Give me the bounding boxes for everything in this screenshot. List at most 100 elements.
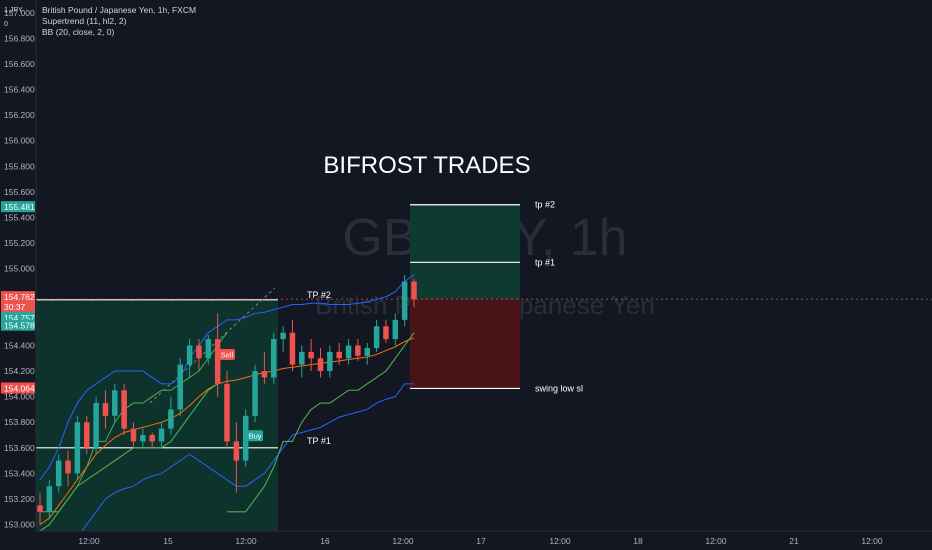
price-label-box[interactable]	[1, 201, 35, 213]
candle-body[interactable]	[355, 345, 361, 356]
price-label-box[interactable]	[1, 319, 35, 331]
price-tick-label: 156.400	[4, 85, 35, 95]
candle-body[interactable]	[373, 326, 380, 349]
candle-body[interactable]	[383, 326, 389, 340]
dashed-trendline[interactable]	[149, 287, 276, 404]
bb-lower-band[interactable]	[40, 383, 414, 550]
candle-body[interactable]	[401, 281, 408, 320]
price-tick-label: 153.800	[4, 417, 35, 427]
buy-signal-label: Buy	[249, 432, 262, 441]
candle-body[interactable]	[336, 351, 342, 359]
candle-body[interactable]	[177, 364, 184, 410]
currency-badge[interactable]: 1 JPY 0	[4, 4, 26, 28]
price-tick-label: 155.600	[4, 187, 35, 197]
price-tick-label: 153.000	[4, 520, 35, 530]
candle-body[interactable]	[121, 390, 127, 429]
price-tick-label: 153.600	[4, 443, 35, 453]
price-tick-label: 156.200	[4, 110, 35, 120]
time-tick-label: 15	[163, 536, 173, 546]
supertrend-line-segment-2-placeholder[interactable]	[40, 332, 228, 513]
left-position-zone[interactable]	[36, 299, 278, 531]
supertrend-indicator-label[interactable]: Supertrend (11, hl2, 2)	[42, 16, 127, 26]
candle-body[interactable]	[65, 460, 71, 474]
candle-body[interactable]	[84, 422, 90, 448]
candle-body[interactable]	[299, 351, 305, 365]
candle-body[interactable]	[233, 441, 240, 461]
candle-body[interactable]	[392, 319, 399, 340]
candle-body[interactable]	[411, 281, 417, 300]
candle-body[interactable]	[149, 435, 155, 442]
price-tick-label: 156.600	[4, 59, 35, 69]
chart-legend: British Pound / Japanese Yen, 1h, FXCM S…	[42, 5, 196, 38]
price-tick-label: 155.200	[4, 238, 35, 248]
time-tick-label: 12:00	[549, 536, 571, 546]
candle-body[interactable]	[112, 390, 118, 416]
price-label-box[interactable]	[1, 301, 35, 313]
candle-body[interactable]	[242, 415, 249, 461]
price-tick-label: 155.800	[4, 161, 35, 171]
candle-body[interactable]	[214, 339, 221, 384]
currency-badge-label: 1 JPY 0	[4, 7, 23, 28]
symbol-title[interactable]: British Pound / Japanese Yen, 1h, FXCM	[42, 5, 197, 15]
time-tick-label: 21	[789, 536, 799, 546]
bb-upper-band[interactable]	[39, 274, 415, 481]
supertrend-line-segment-2[interactable]	[227, 332, 415, 513]
price-tick-label: 154.000	[4, 392, 35, 402]
price-label-box[interactable]	[1, 382, 35, 394]
price-axis-background	[0, 0, 36, 550]
right-stop-zone[interactable]	[410, 299, 520, 389]
price-label-text: 154.578	[4, 321, 35, 331]
time-tick-label: 12:00	[78, 536, 100, 546]
candle-body[interactable]	[196, 345, 202, 359]
candle-body[interactable]	[224, 383, 230, 442]
price-tick-label: 155.000	[4, 264, 35, 274]
candle-body[interactable]	[140, 435, 146, 442]
price-label-text: 30:37	[4, 302, 26, 312]
candle-body[interactable]	[308, 351, 314, 359]
candle-body[interactable]	[46, 486, 53, 512]
right-stop-label: swing low sl	[535, 383, 583, 393]
bollinger-indicator-label[interactable]: BB (20, close, 2, 0)	[42, 27, 115, 37]
candle-body[interactable]	[280, 332, 286, 340]
price-tick-label: 153.400	[4, 468, 35, 478]
price-tick-label: 155.400	[4, 213, 35, 223]
price-label-text: 155.481	[4, 202, 35, 212]
candle-body[interactable]	[364, 348, 371, 356]
price-tick-label: 157.000	[4, 8, 35, 18]
candle-body[interactable]	[261, 371, 268, 378]
candle-body[interactable]	[345, 345, 352, 359]
time-axis-background	[0, 531, 932, 550]
price-label-text: 154.064	[4, 383, 35, 393]
price-label-text: 154.762	[4, 292, 35, 302]
candle-body[interactable]	[317, 358, 324, 372]
price-tick-label: 153.200	[4, 494, 35, 504]
right-target-zone[interactable]	[410, 204, 520, 300]
left-tp2-label: TP #2	[307, 290, 331, 300]
candle-body[interactable]	[74, 422, 81, 474]
candle-body[interactable]	[55, 460, 62, 487]
price-label-text: 154.757	[4, 313, 35, 323]
candle-body[interactable]	[289, 332, 296, 365]
candle-body[interactable]	[102, 403, 109, 416]
price-label-box[interactable]	[1, 291, 35, 303]
candle-body[interactable]	[186, 345, 193, 365]
sell-signal[interactable]: Sell	[219, 349, 235, 361]
time-tick-label: 17	[476, 536, 486, 546]
candle-body[interactable]	[327, 351, 333, 372]
overlay-title: BIFROST TRADES	[323, 152, 530, 179]
right-tp1-label: tp #1	[535, 257, 555, 267]
candle-body[interactable]	[252, 371, 258, 416]
candle-body[interactable]	[271, 339, 277, 378]
candle-body[interactable]	[93, 403, 99, 448]
candle-body[interactable]	[205, 339, 212, 359]
price-label-box[interactable]	[1, 311, 35, 323]
price-tick-label: 156.000	[4, 136, 35, 146]
candle-body[interactable]	[158, 428, 165, 442]
time-tick-label: 12:00	[705, 536, 727, 546]
left-tp1-label: TP #1	[307, 436, 331, 446]
candle-body[interactable]	[37, 505, 43, 512]
candle-body[interactable]	[168, 409, 174, 429]
buy-signal[interactable]: Buy	[247, 430, 264, 442]
candle-body[interactable]	[130, 428, 137, 442]
